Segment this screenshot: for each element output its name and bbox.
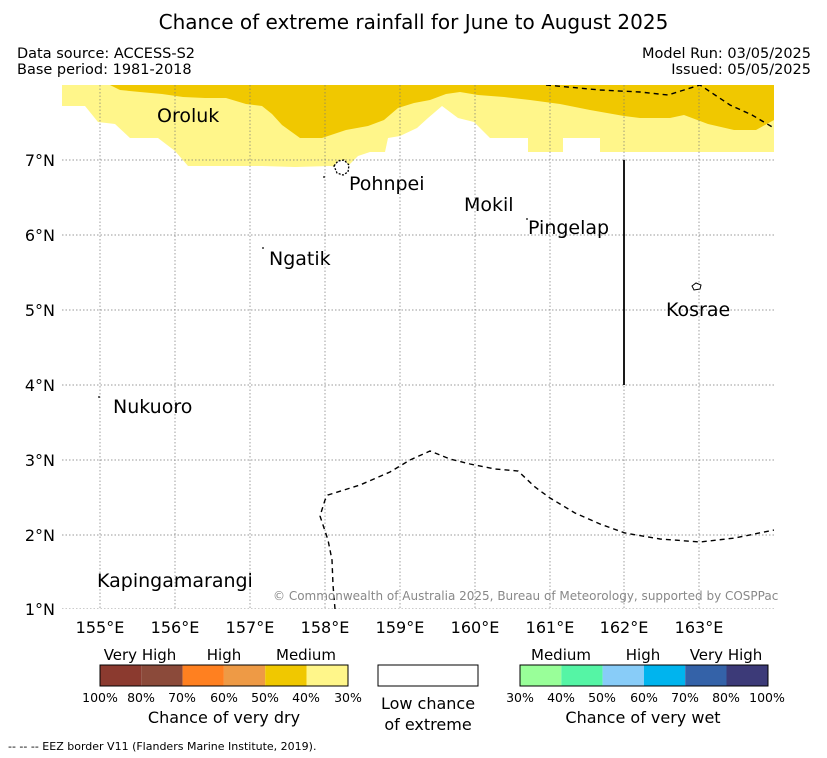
label-ngatik: Ngatik <box>269 248 331 270</box>
label-oroluk: Oroluk <box>157 105 219 127</box>
wet-swatch-1 <box>520 665 562 686</box>
dry-cat-high: High <box>207 646 241 664</box>
wet-swatch-2 <box>561 665 603 686</box>
dry-cat-very-high: Very High <box>104 646 177 664</box>
model-run: Model Run: 03/05/2025 <box>641 46 811 62</box>
nukuoro-dot <box>98 396 100 398</box>
eez-note: -- -- -- EEZ border V11 (Flanders Marine… <box>8 740 317 753</box>
lon-tick-157e: 157°E <box>226 618 275 637</box>
pohnpei-island <box>333 159 350 176</box>
dry-swatch-2 <box>141 665 183 686</box>
wet-tick-60: 60% <box>630 690 658 705</box>
lat-tick-3n: 3°N <box>25 451 55 470</box>
wet-tick-100: 100% <box>749 690 785 705</box>
label-kapingamarangi: Kapingamarangi <box>97 570 253 592</box>
wet-cat-medium: Medium <box>531 646 591 664</box>
dry-cat-medium: Medium <box>276 646 336 664</box>
dry-legend: Very High High Medium 100% 80% 70% 60% 5… <box>82 646 362 727</box>
data-source: Data source: ACCESS-S2 <box>17 46 196 62</box>
eez-border-north <box>545 85 774 129</box>
lon-tick-159e: 159°E <box>376 618 425 637</box>
lat-tick-1n: 1°N <box>25 600 55 619</box>
wet-tick-50: 50% <box>588 690 616 705</box>
label-kosrae: Kosrae <box>666 299 730 321</box>
lat-tick-6n: 6°N <box>25 226 55 245</box>
dry-50-60-region <box>62 85 774 138</box>
wet-bar-frame <box>519 664 769 687</box>
dry-tick-60: 60% <box>210 690 238 705</box>
lon-tick-162e: 162°E <box>600 618 649 637</box>
lon-tick-161e: 161°E <box>526 618 575 637</box>
dry-swatch-1 <box>100 665 142 686</box>
dry-caption: Chance of very dry <box>148 708 300 727</box>
lat-tick-2n: 2°N <box>25 526 55 545</box>
wet-tick-80: 80% <box>712 690 740 705</box>
low-chance-legend: Low chance of extreme <box>377 664 479 734</box>
lon-tick-156e: 156°E <box>151 618 200 637</box>
wet-swatch-6 <box>726 665 768 686</box>
base-period: Base period: 1981-2018 <box>17 62 192 78</box>
wet-swatch-3 <box>602 665 644 686</box>
wet-legend: Medium High Very High 30% 40% 50% 60% 70… <box>506 646 785 727</box>
label-nukuoro: Nukuoro <box>113 396 192 418</box>
wet-tick-40: 40% <box>547 690 575 705</box>
dry-tick-80: 80% <box>127 690 155 705</box>
latitude-axis: 7°N 6°N 5°N 4°N 3°N 2°N 1°N <box>25 151 55 619</box>
dry-swatch-5 <box>265 665 307 686</box>
lat-tick-7n: 7°N <box>25 151 55 170</box>
lon-tick-155e: 155°E <box>76 618 125 637</box>
wet-tick-30: 30% <box>506 690 534 705</box>
copyright-notice: © Commonwealth of Australia 2025, Bureau… <box>273 589 778 603</box>
lat-tick-5n: 5°N <box>25 301 55 320</box>
wet-cat-high: High <box>626 646 660 664</box>
eez-border-south <box>319 450 774 609</box>
dry-tick-70: 70% <box>168 690 196 705</box>
wet-caption: Chance of very wet <box>565 708 720 727</box>
label-mokil: Mokil <box>464 194 514 216</box>
lon-tick-163e: 163°E <box>675 618 724 637</box>
longitude-axis: 155°E 156°E 157°E 158°E 159°E 160°E 161°… <box>76 618 724 637</box>
map-title: Chance of extreme rainfall for June to A… <box>158 10 669 34</box>
pingelap-dot <box>526 218 528 220</box>
issued-date: Issued: 05/05/2025 <box>671 62 811 78</box>
lon-tick-160e: 160°E <box>451 618 500 637</box>
label-pingelap: Pingelap <box>528 217 609 239</box>
low-chance-swatch <box>377 664 479 687</box>
dry-swatch-3 <box>182 665 224 686</box>
eez-borders <box>319 85 774 609</box>
low-chance-line1: Low chance <box>381 694 475 713</box>
label-pohnpei: Pohnpei <box>349 173 425 195</box>
ant-atoll-dot <box>323 176 325 178</box>
low-chance-line2: of extreme <box>384 715 471 734</box>
dry-tick-40: 40% <box>292 690 320 705</box>
wet-cat-very-high: Very High <box>690 646 763 664</box>
ngatik-dot <box>262 247 264 249</box>
model-run-block: Model Run: 03/05/2025 Issued: 05/05/2025 <box>642 46 811 78</box>
dry-swatch-4 <box>223 665 266 686</box>
lat-tick-4n: 4°N <box>25 376 55 395</box>
dry-tick-50: 50% <box>251 690 279 705</box>
dry-tick-100: 100% <box>82 690 118 705</box>
wet-swatch-4 <box>643 665 686 686</box>
data-source-block: Data source: ACCESS-S2 Base period: 1981… <box>17 46 195 78</box>
dry-tick-30: 30% <box>334 690 362 705</box>
dry-bar-frame <box>99 664 349 687</box>
dry-swatch-6 <box>306 665 348 686</box>
lon-tick-158e: 158°E <box>301 618 350 637</box>
kosrae-island <box>691 282 702 291</box>
map-background <box>62 85 774 609</box>
wet-swatch-5 <box>685 665 727 686</box>
wet-tick-70: 70% <box>671 690 699 705</box>
map-area <box>62 85 774 609</box>
